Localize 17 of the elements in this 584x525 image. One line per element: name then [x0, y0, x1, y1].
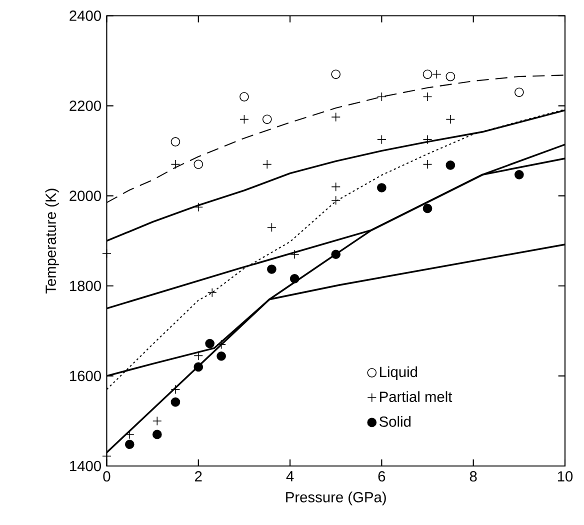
y-tick-label: 2000: [70, 190, 101, 201]
legend-label: Liquid: [380, 366, 418, 380]
y-tick-label: 1800: [70, 280, 101, 291]
x-tick-label: 6: [378, 470, 386, 482]
x-tick-label: 4: [286, 470, 294, 482]
y-tick-label: 2200: [70, 100, 101, 111]
legend-label: Solid: [380, 416, 411, 427]
y-tick-label: 2400: [70, 10, 101, 21]
x-tick-label: 8: [470, 470, 477, 482]
y-tick-label: 1400: [70, 460, 101, 472]
y-tick-label: 1600: [70, 370, 101, 381]
legend-label: Partial melt: [380, 391, 452, 402]
y-axis-title: Temperature (K): [45, 188, 59, 294]
x-axis-title: Pressure (GPa): [286, 491, 386, 506]
x-tick-label: 2: [195, 470, 202, 482]
x-tick-label: 0: [103, 470, 110, 482]
x-tick-label: 10: [558, 470, 573, 482]
